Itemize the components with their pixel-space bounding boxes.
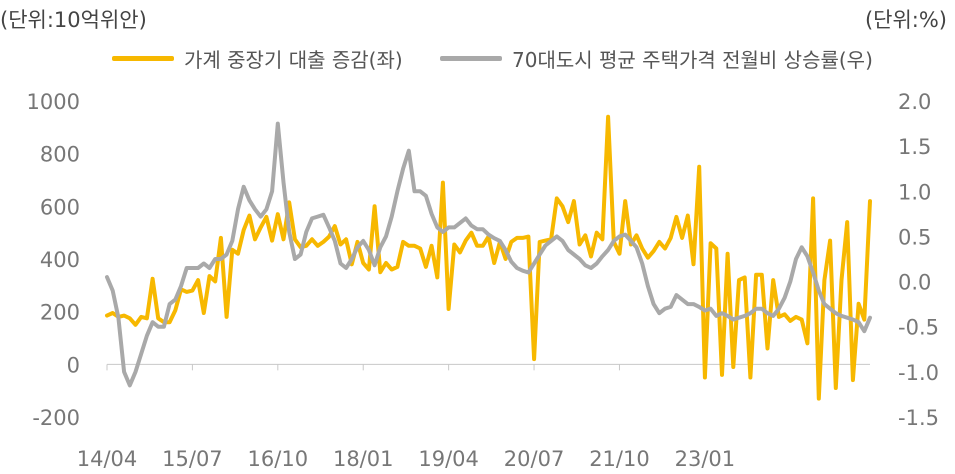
- right-y-tick-label: 0.0: [898, 271, 931, 295]
- right-y-tick-label: -0.5: [898, 316, 939, 340]
- x-tick-label: 23/01: [675, 447, 736, 471]
- left-y-tick-label: 200: [40, 301, 80, 325]
- right-y-tick-label: -1.0: [898, 361, 939, 385]
- x-tick-label: 18/01: [333, 447, 394, 471]
- left-y-tick-label: 1000: [27, 90, 80, 114]
- right-y-tick-label: 1.0: [898, 180, 931, 204]
- left-y-tick-label: -200: [32, 406, 80, 430]
- right-y-tick-label: -1.5: [898, 406, 939, 430]
- x-tick-label: 14/04: [77, 447, 138, 471]
- left-axis-unit: (단위:10억위안): [0, 8, 147, 32]
- x-tick-label: 20/07: [504, 447, 565, 471]
- right-y-tick-label: 2.0: [898, 90, 931, 114]
- left-y-tick-label: 800: [40, 143, 80, 167]
- series-line-housing-price: [105, 121, 872, 388]
- legend-label-household-loans: 가계 중장기 대출 증감(좌): [184, 48, 403, 72]
- left-y-tick-label: 600: [40, 195, 80, 219]
- x-tick-label: 15/07: [162, 447, 223, 471]
- legend-swatch-household-loans: [112, 56, 174, 61]
- legend-label-housing-price: 70대도시 평균 주택가격 전월비 상승률(우): [512, 48, 873, 72]
- x-tick-label: 19/04: [418, 447, 479, 471]
- legend-item-housing-price: 70대도시 평균 주택가격 전월비 상승률(우): [440, 44, 873, 73]
- right-y-tick-label: 1.5: [898, 135, 931, 159]
- left-y-tick-label: 0: [67, 353, 80, 377]
- x-tick-label: 21/10: [589, 447, 650, 471]
- left-y-tick-label: 400: [40, 248, 80, 272]
- legend-swatch-housing-price: [440, 56, 502, 61]
- x-tick-label: 16/10: [248, 447, 309, 471]
- legend-item-household-loans: 가계 중장기 대출 증감(좌): [112, 44, 403, 73]
- right-y-tick-label: 0.5: [898, 225, 931, 249]
- right-axis-unit: (단위:%): [864, 8, 947, 32]
